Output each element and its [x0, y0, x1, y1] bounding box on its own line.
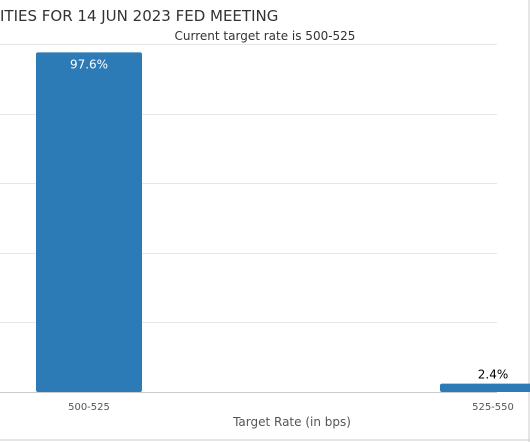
bar-525-550[interactable]	[440, 383, 530, 392]
data-labels: 97.6% 2.4%	[70, 57, 508, 381]
x-tick-labels: 500-525 525-550	[68, 402, 514, 413]
bars	[36, 52, 530, 393]
x-axis-label: Target Rate (in bps)	[232, 415, 351, 429]
data-label-525-550: 2.4%	[478, 368, 509, 382]
x-tick-525-550: 525-550	[472, 402, 514, 413]
chart-title: ITIES FOR 14 JUN 2023 FED MEETING	[0, 7, 278, 25]
data-label-500-525: 97.6%	[70, 57, 108, 71]
x-tick-500-525: 500-525	[68, 402, 110, 413]
chart-subtitle: Current target rate is 500-525	[175, 29, 356, 43]
bar-500-525[interactable]	[36, 52, 142, 393]
